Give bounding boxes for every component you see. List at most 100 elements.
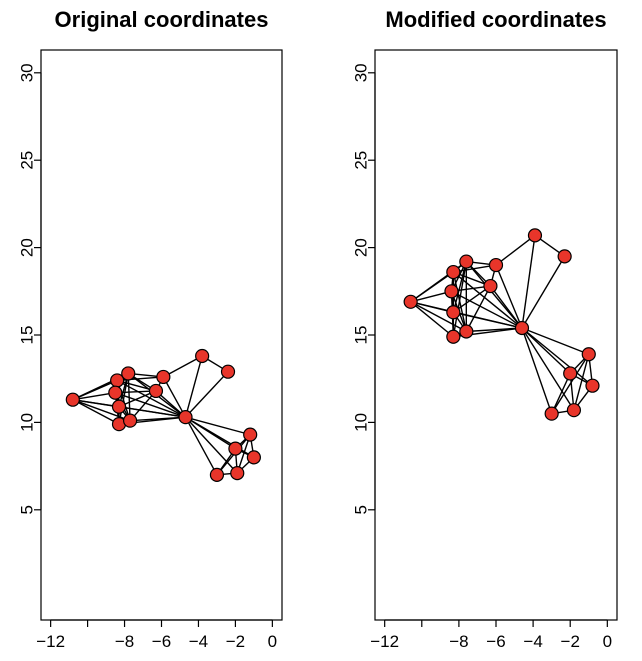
network-edge — [163, 355, 203, 378]
network-node — [459, 254, 474, 269]
network-node — [122, 413, 138, 428]
network-node — [563, 366, 578, 381]
network-node — [156, 369, 171, 385]
network-node — [488, 257, 504, 273]
network-edge — [115, 392, 186, 418]
network-edge — [117, 376, 164, 382]
network-edge — [118, 405, 186, 418]
x-tick-label: −6 — [486, 632, 505, 651]
network-node — [483, 278, 498, 294]
network-node — [178, 410, 193, 425]
y-tick-label: 5 — [352, 505, 371, 514]
network-edge — [466, 327, 523, 333]
network-nodes — [65, 348, 261, 482]
network-edge — [118, 373, 129, 425]
network-edge — [185, 416, 251, 436]
network-edge — [185, 416, 238, 474]
network-edge — [452, 271, 523, 329]
x-tick-label: −4 — [189, 632, 208, 651]
x-tick-label: −6 — [152, 632, 171, 651]
network-edge — [130, 416, 186, 422]
y-tick-label: 25 — [352, 151, 371, 170]
network-edge — [72, 399, 120, 425]
network-edge — [452, 285, 491, 313]
network-node — [148, 383, 164, 399]
network-edge — [521, 327, 593, 387]
network-edge — [451, 290, 523, 329]
network-edge — [521, 327, 571, 374]
x-tick-label: −2 — [226, 632, 245, 651]
network-edge — [489, 285, 523, 329]
network-edge — [452, 261, 468, 337]
network-node — [446, 264, 461, 280]
network-edge — [410, 301, 467, 333]
x-tick-label: −8 — [115, 632, 134, 651]
network-edge — [184, 416, 218, 476]
chart-panel-1: Original coordinates −12 −8 −6 −4 −2 0 5 10 15 20 2… — [18, 7, 283, 651]
network-edge — [495, 234, 536, 266]
network-edge — [521, 255, 566, 329]
network-node — [230, 465, 245, 481]
network-node — [246, 450, 261, 465]
y-tick-label: 10 — [352, 413, 371, 432]
network-node — [220, 364, 236, 379]
y-tick-label: 5 — [18, 505, 37, 514]
network-node — [243, 427, 258, 442]
x-tick-label: 0 — [603, 632, 612, 651]
network-edge — [551, 353, 590, 415]
y-tick-label: 25 — [18, 151, 37, 170]
network-edge — [162, 376, 187, 418]
network-edge — [465, 285, 492, 332]
network-node — [446, 329, 461, 344]
x-tick-label: −8 — [449, 632, 468, 651]
y-tick-label: 20 — [352, 238, 371, 257]
network-node — [209, 467, 225, 482]
network-node — [585, 378, 600, 393]
network-edge — [521, 327, 575, 411]
network-node — [566, 403, 582, 418]
x-tick-label: −12 — [36, 632, 65, 651]
y-tick-label: 30 — [18, 63, 37, 82]
network-edge — [521, 327, 590, 355]
y-tick-label: 10 — [18, 413, 37, 432]
network-node — [446, 305, 461, 320]
x-tick-label: 0 — [268, 632, 277, 651]
network-nodes — [403, 228, 600, 421]
network-edge — [573, 354, 590, 411]
network-edge — [453, 264, 497, 273]
network-node — [403, 294, 418, 309]
x-tick-label: −4 — [523, 632, 542, 651]
plot-frame — [40, 49, 283, 621]
network-edge — [410, 301, 454, 338]
network-node — [459, 324, 474, 339]
network-edge — [465, 261, 523, 329]
network-edge — [185, 371, 229, 418]
y-tick-label: 15 — [18, 326, 37, 345]
network-edge — [521, 327, 553, 414]
network-node — [121, 366, 136, 381]
network-node — [527, 228, 543, 243]
network-edge — [72, 391, 116, 401]
network-edge — [521, 235, 536, 329]
y-tick-label: 30 — [352, 63, 371, 82]
network-node — [111, 399, 127, 414]
x-tick-label: −2 — [561, 632, 580, 651]
plot-frame — [374, 49, 618, 621]
y-tick-label: 15 — [352, 326, 371, 345]
network-node — [557, 249, 572, 264]
network-node — [65, 392, 80, 407]
network-node — [544, 406, 559, 421]
network-edge — [184, 355, 203, 418]
network-edge — [185, 416, 255, 458]
network-node — [195, 348, 210, 364]
chart-panel-2: Modified coordinates −12 −8 −6 −4 −2 0 5 10 15 20 2… — [352, 7, 618, 651]
network-node — [581, 347, 596, 362]
network-node — [444, 284, 459, 299]
chart-title: Modified coordinates — [385, 7, 606, 32]
chart-title: Original coordinates — [55, 7, 269, 32]
x-tick-label: −12 — [370, 632, 399, 651]
network-node — [108, 385, 123, 400]
network-edge — [551, 373, 571, 414]
network-node — [514, 320, 530, 336]
